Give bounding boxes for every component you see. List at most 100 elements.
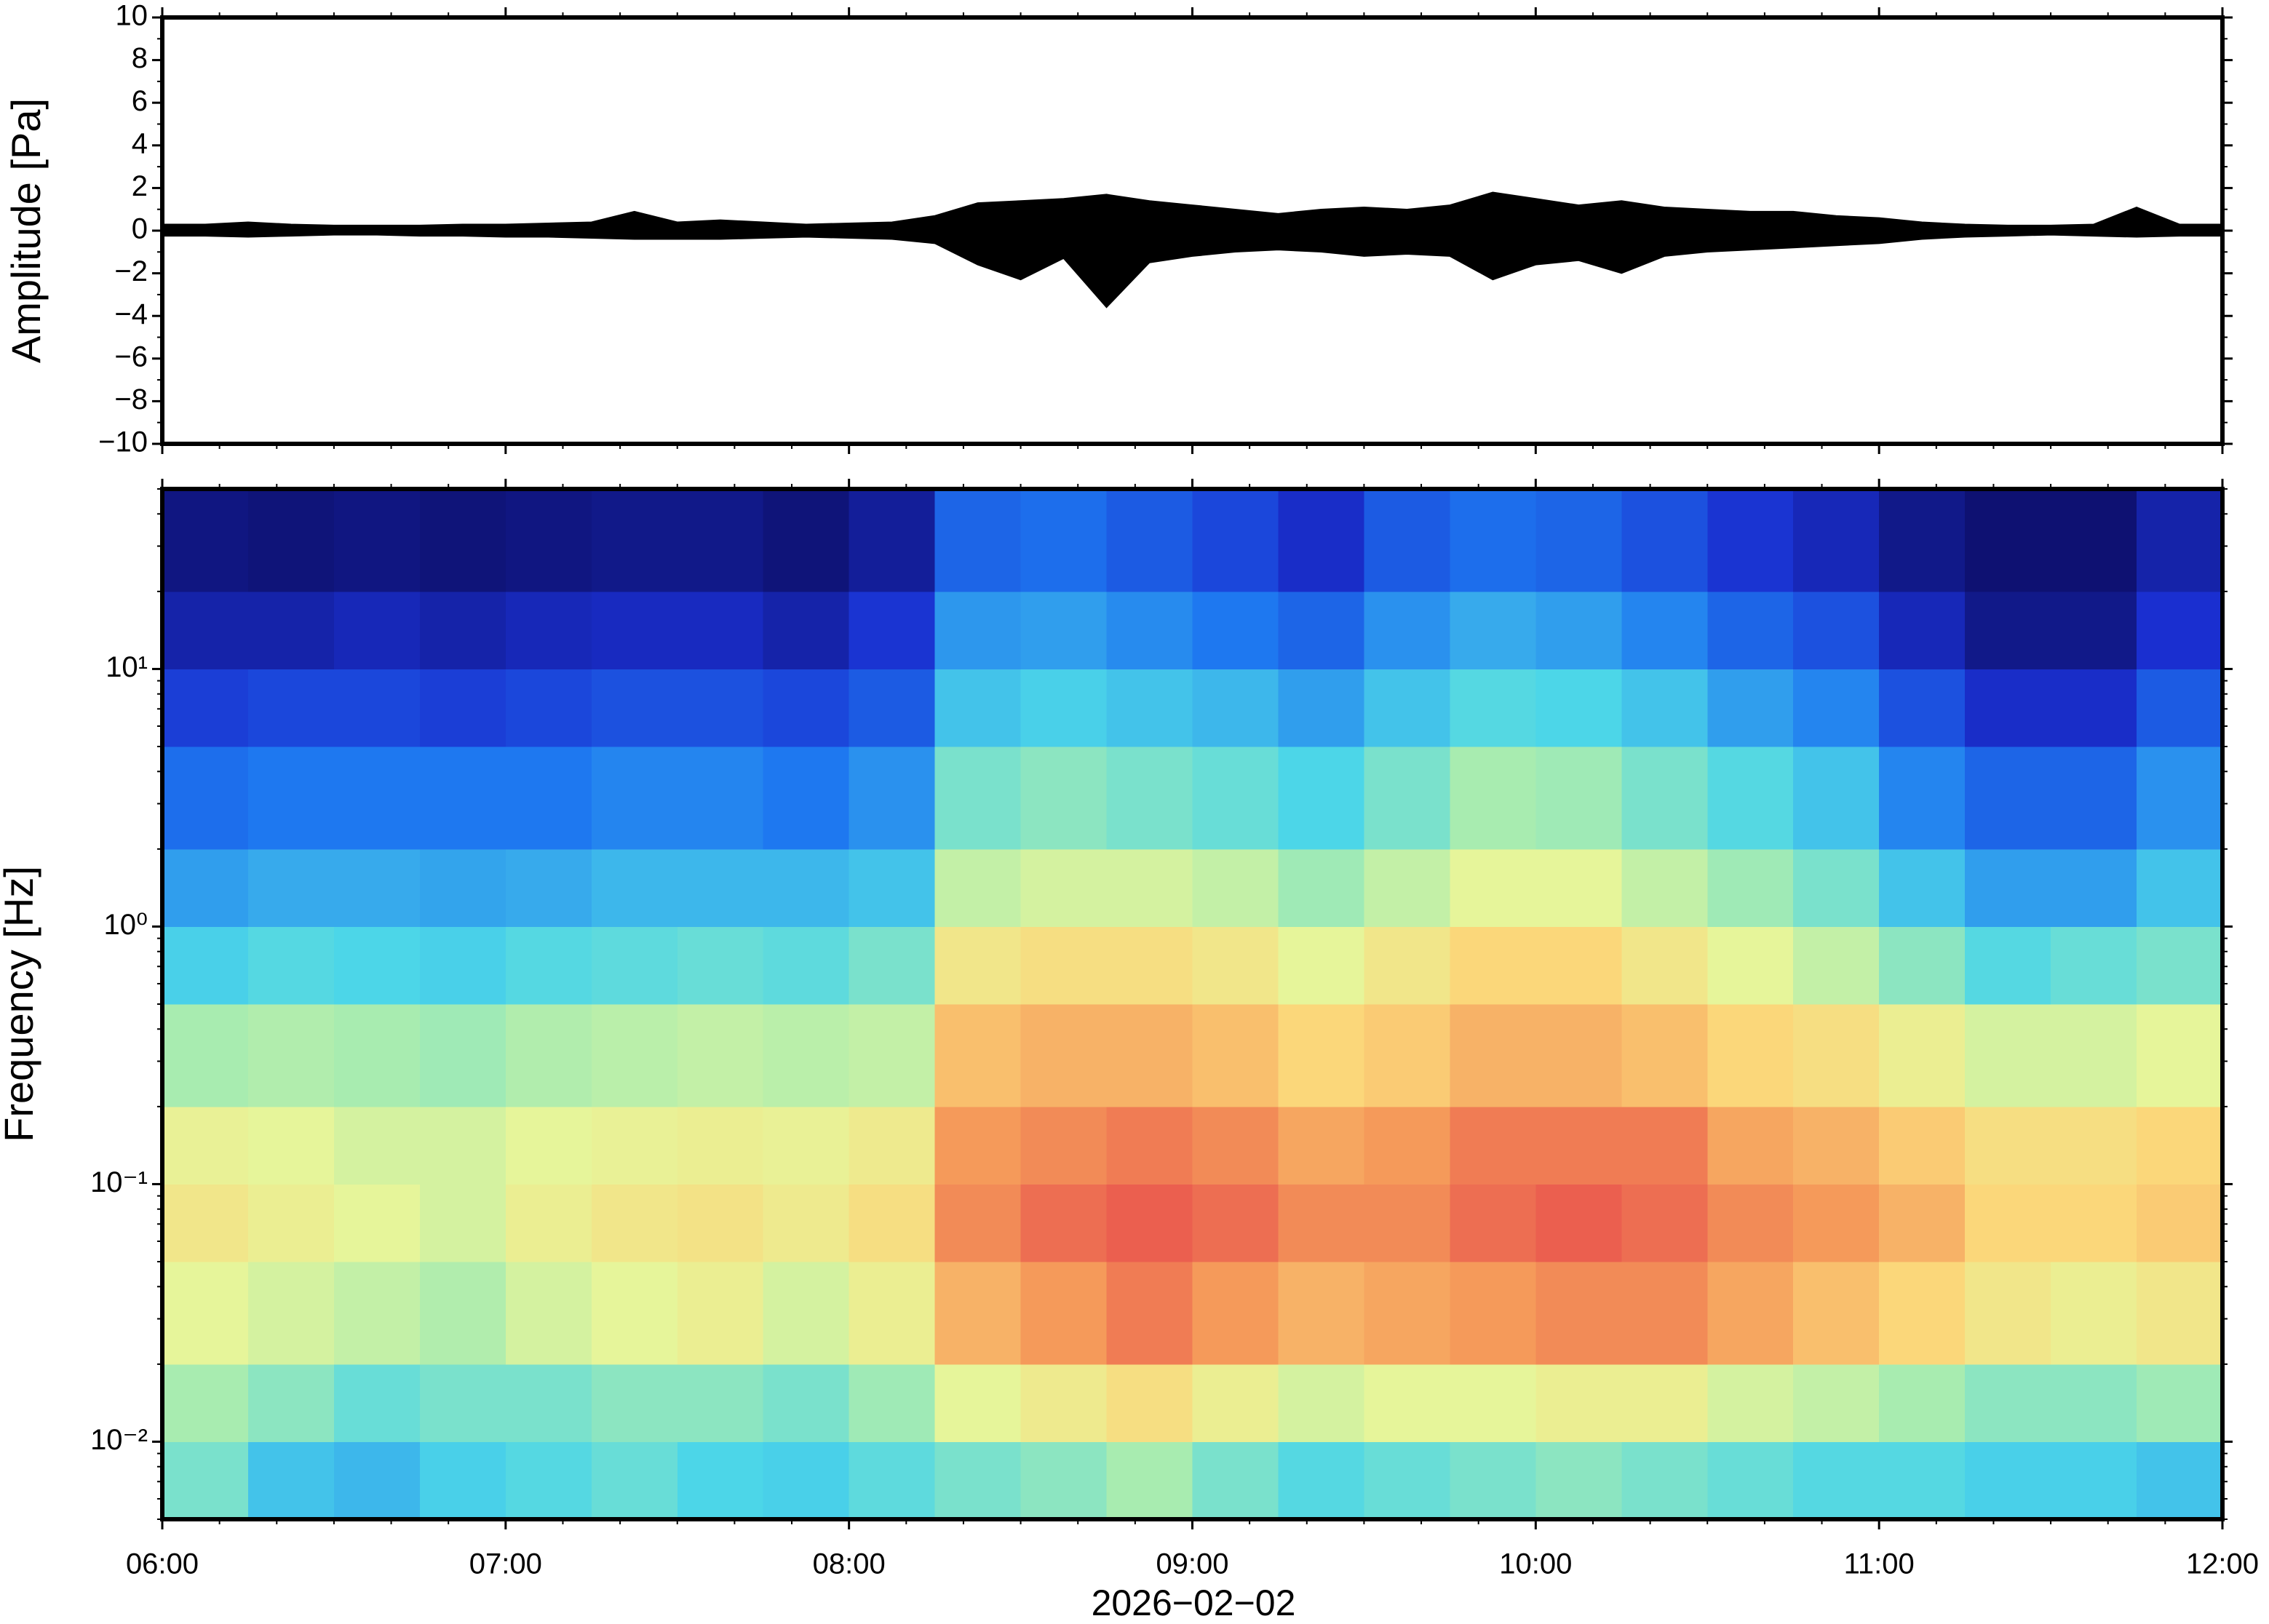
- spectrogram-cell: [1450, 1004, 1536, 1107]
- spectrogram-cell: [1879, 1184, 1966, 1262]
- y-tick-label: 10⁻¹: [90, 1166, 148, 1198]
- spectrogram-cell: [1879, 1106, 1966, 1185]
- spectrogram-cell: [763, 926, 850, 1005]
- spectrogram-cell: [1535, 591, 1622, 669]
- spectrogram-cell: [2137, 1106, 2223, 1185]
- y-axis-title: Amplitude [Pa]: [3, 98, 49, 363]
- spectrogram-cell: [1879, 926, 1966, 1005]
- spectrogram-cell: [849, 848, 936, 927]
- waveform-upper: [162, 191, 2223, 231]
- spectrogram-cell: [1106, 489, 1193, 592]
- spectrogram-cell: [2051, 1106, 2137, 1185]
- spectrogram-cell: [591, 1004, 678, 1107]
- spectrogram-cell: [677, 1262, 764, 1365]
- spectrogram-cell: [247, 848, 335, 927]
- spectrogram-cell: [591, 848, 678, 927]
- spectrogram-cell: [1278, 1184, 1364, 1262]
- spectrogram-cell: [247, 1184, 335, 1262]
- spectrogram-cell: [1450, 1106, 1536, 1185]
- waveform-lower: [162, 230, 2223, 309]
- spectrogram-cell: [1965, 489, 2051, 592]
- spectrogram-cell: [162, 1184, 249, 1262]
- spectrogram-cell: [1535, 1004, 1622, 1107]
- spectrogram-cell: [1965, 926, 2051, 1005]
- spectrogram-cell: [1278, 1441, 1364, 1520]
- spectrogram-cell: [1793, 669, 1880, 747]
- spectrogram-cell: [333, 1184, 421, 1262]
- spectrogram-cell: [247, 669, 335, 747]
- spectrogram-cell: [763, 848, 850, 927]
- spectrogram-cell: [419, 926, 506, 1005]
- spectrogram-cell: [2137, 1441, 2223, 1520]
- spectrogram-cell: [849, 669, 936, 747]
- y-tick-label: 10⁰: [103, 909, 148, 941]
- spectrogram-cell: [1793, 747, 1880, 850]
- spectrogram-cell: [333, 747, 421, 850]
- spectrogram-cell: [1707, 747, 1794, 850]
- spectrogram-cell: [1793, 1106, 1880, 1185]
- spectrogram-cell: [2137, 1262, 2223, 1365]
- spectrogram-cell: [1707, 848, 1794, 927]
- spectrogram-cell: [591, 1262, 678, 1365]
- spectrogram-cell: [1106, 1441, 1193, 1520]
- spectrogram-cell: [247, 747, 335, 850]
- spectrogram-cell: [591, 1106, 678, 1185]
- spectrogram-cell: [1106, 1004, 1193, 1107]
- spectrogram-cell: [1535, 669, 1622, 747]
- spectrogram-cell: [1707, 1262, 1794, 1365]
- spectrogram-cell: [1364, 1004, 1450, 1107]
- spectrogram-cell: [934, 848, 1022, 927]
- spectrogram-cell: [1707, 489, 1794, 592]
- spectrogram-cell: [763, 591, 850, 669]
- spectrogram-cell: [505, 591, 592, 669]
- spectrogram-cell: [1535, 848, 1622, 927]
- spectrogram-cell: [591, 1441, 678, 1520]
- spectrogram-cell: [2051, 1262, 2137, 1365]
- spectrogram-cell: [591, 1184, 678, 1262]
- spectrogram-cell: [1450, 1262, 1536, 1365]
- x-tick-label: 10:00: [1499, 1548, 1572, 1580]
- spectrogram-cell: [1278, 1106, 1364, 1185]
- spectrogram-cell: [677, 848, 764, 927]
- spectrogram-cell: [1192, 1004, 1279, 1107]
- spectrogram-cell: [247, 1106, 335, 1185]
- spectrogram-cell: [1965, 848, 2051, 927]
- spectrogram-cell: [333, 1262, 421, 1365]
- spectrogram-cell: [2137, 591, 2223, 669]
- spectrogram-cell: [1192, 1262, 1279, 1365]
- spectrogram-cell: [505, 848, 592, 927]
- spectrogram-cell: [677, 669, 764, 747]
- spectrogram-cell: [1621, 669, 1708, 747]
- spectrogram-cell: [419, 1262, 506, 1365]
- spectrogram-cell: [1879, 1364, 1966, 1442]
- spectrogram-cell: [849, 1441, 936, 1520]
- spectrogram-cell: [849, 926, 936, 1005]
- spectrogram-cell: [505, 1184, 592, 1262]
- spectrogram-cell: [1879, 1004, 1966, 1107]
- spectrogram-cell: [1793, 1004, 1880, 1107]
- spectrogram-cell: [677, 1004, 764, 1107]
- spectrogram-cell: [1020, 1364, 1108, 1442]
- spectrogram-cell: [591, 489, 678, 592]
- spectrogram-cell: [1793, 926, 1880, 1005]
- spectrogram-cell: [333, 591, 421, 669]
- spectrogram-cell: [162, 489, 249, 592]
- spectrogram-cell: [333, 1106, 421, 1185]
- spectrogram-cell: [333, 489, 421, 592]
- spectrogram-cell: [505, 1106, 592, 1185]
- spectrogram-cell: [162, 848, 249, 927]
- spectrogram-cell: [1965, 1262, 2051, 1365]
- spectrogram-cell: [1106, 926, 1193, 1005]
- spectrogram-cell: [849, 1262, 936, 1365]
- spectrogram-cell: [1278, 926, 1364, 1005]
- spectrogram-cell: [934, 1364, 1022, 1442]
- spectrogram-cell: [1364, 1441, 1450, 1520]
- spectrogram-cell: [162, 1364, 249, 1442]
- spectrogram-cell: [1621, 926, 1708, 1005]
- spectrogram-cell: [505, 1364, 592, 1442]
- spectrogram-cell: [2051, 848, 2137, 927]
- spectrogram-cell: [763, 1106, 850, 1185]
- spectrogram-cell: [763, 1004, 850, 1107]
- spectrogram-cell: [1793, 1262, 1880, 1365]
- spectrogram-cell: [1793, 489, 1880, 592]
